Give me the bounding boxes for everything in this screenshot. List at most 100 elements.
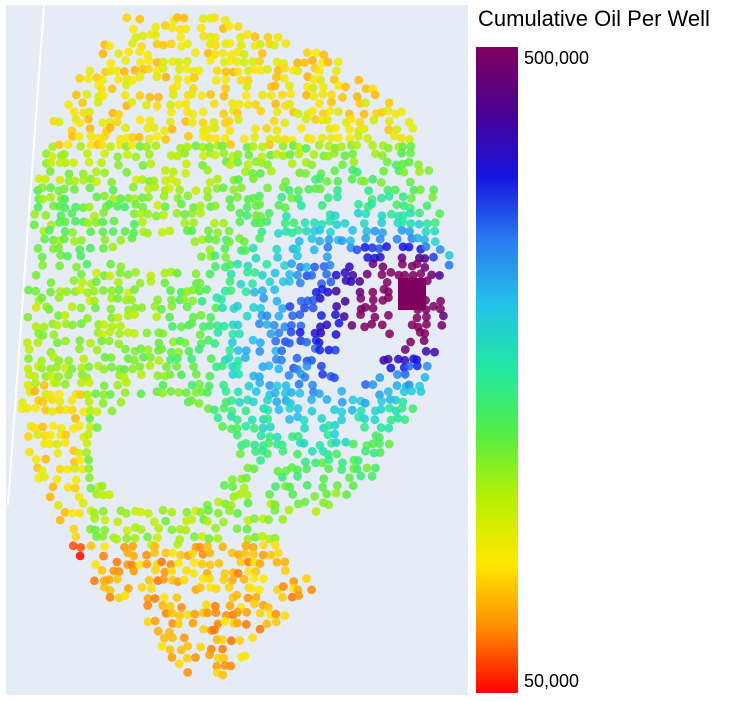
well-point — [318, 369, 327, 379]
well-point — [220, 133, 230, 143]
well-point — [221, 75, 231, 84]
well-point — [75, 336, 85, 346]
well-point — [256, 65, 266, 75]
well-point — [22, 338, 32, 348]
well-point — [82, 390, 92, 399]
well-point — [33, 244, 43, 253]
well-point — [361, 380, 370, 389]
well-point — [302, 48, 312, 57]
well-point — [420, 263, 430, 272]
well-point — [121, 56, 130, 65]
well-point — [56, 250, 66, 260]
well-point — [113, 293, 123, 303]
well-point — [278, 304, 287, 313]
well-point — [374, 439, 384, 449]
well-point — [218, 670, 228, 680]
well-point — [45, 439, 55, 449]
well-point — [337, 142, 346, 152]
well-point — [285, 302, 295, 311]
well-point — [112, 534, 121, 544]
well-point — [154, 356, 164, 365]
well-point — [109, 216, 119, 226]
well-point — [98, 227, 108, 237]
well-point — [190, 609, 200, 619]
well-point — [256, 431, 266, 441]
well-point — [25, 447, 34, 457]
well-point — [144, 134, 154, 144]
well-point — [127, 97, 137, 107]
well-point — [258, 142, 267, 152]
well-point — [31, 378, 40, 388]
well-point — [217, 295, 226, 304]
well-point — [108, 242, 118, 252]
well-point — [107, 293, 116, 303]
scatter-plot-area[interactable] — [6, 5, 468, 695]
well-point — [135, 278, 145, 288]
well-point — [368, 380, 378, 390]
well-point — [89, 286, 99, 296]
well-point — [205, 371, 215, 381]
well-point — [106, 59, 116, 68]
well-point — [199, 322, 208, 331]
well-point — [287, 321, 296, 330]
well-point — [138, 31, 148, 41]
well-point — [168, 167, 178, 177]
well-point — [356, 310, 365, 319]
well-point — [416, 269, 426, 279]
well-point — [294, 143, 304, 152]
well-point — [196, 310, 206, 320]
well-point — [158, 329, 168, 338]
well-point — [242, 473, 251, 483]
well-point — [356, 471, 366, 481]
well-point — [281, 381, 291, 391]
well-point — [348, 149, 357, 159]
well-point — [308, 303, 318, 313]
well-point — [415, 167, 424, 177]
well-point — [136, 344, 146, 354]
well-point — [70, 483, 80, 493]
well-point — [281, 39, 291, 48]
well-point — [100, 191, 109, 201]
well-point — [69, 107, 79, 117]
well-point — [38, 331, 48, 340]
well-point — [165, 370, 175, 379]
well-point — [143, 594, 153, 603]
well-point — [322, 489, 332, 499]
well-point — [183, 56, 192, 66]
well-point — [91, 218, 101, 227]
well-point — [100, 542, 109, 551]
well-point — [54, 243, 64, 253]
well-point — [60, 217, 70, 227]
well-point — [187, 515, 197, 524]
well-point — [100, 235, 110, 245]
well-point — [76, 251, 86, 261]
well-point — [76, 378, 86, 388]
well-point — [255, 585, 264, 595]
well-point — [278, 472, 287, 482]
well-point — [348, 225, 357, 235]
well-point — [347, 321, 357, 330]
well-point — [241, 167, 250, 177]
well-point — [84, 378, 94, 388]
well-point — [419, 336, 429, 345]
well-point — [151, 22, 161, 32]
well-point — [157, 344, 167, 354]
well-point — [187, 89, 197, 99]
well-point — [248, 279, 257, 289]
well-point — [225, 126, 235, 135]
well-point — [105, 123, 115, 133]
well-point — [421, 346, 431, 356]
well-point — [191, 186, 201, 196]
well-point — [293, 465, 302, 475]
well-point — [174, 388, 184, 397]
well-point — [114, 74, 123, 84]
well-point — [240, 134, 249, 144]
well-point — [361, 84, 371, 93]
well-point — [332, 66, 341, 76]
well-point — [195, 286, 205, 296]
well-point — [219, 653, 229, 663]
well-point — [153, 626, 163, 636]
well-point — [135, 362, 145, 372]
well-point — [122, 526, 132, 535]
well-point — [386, 415, 396, 425]
